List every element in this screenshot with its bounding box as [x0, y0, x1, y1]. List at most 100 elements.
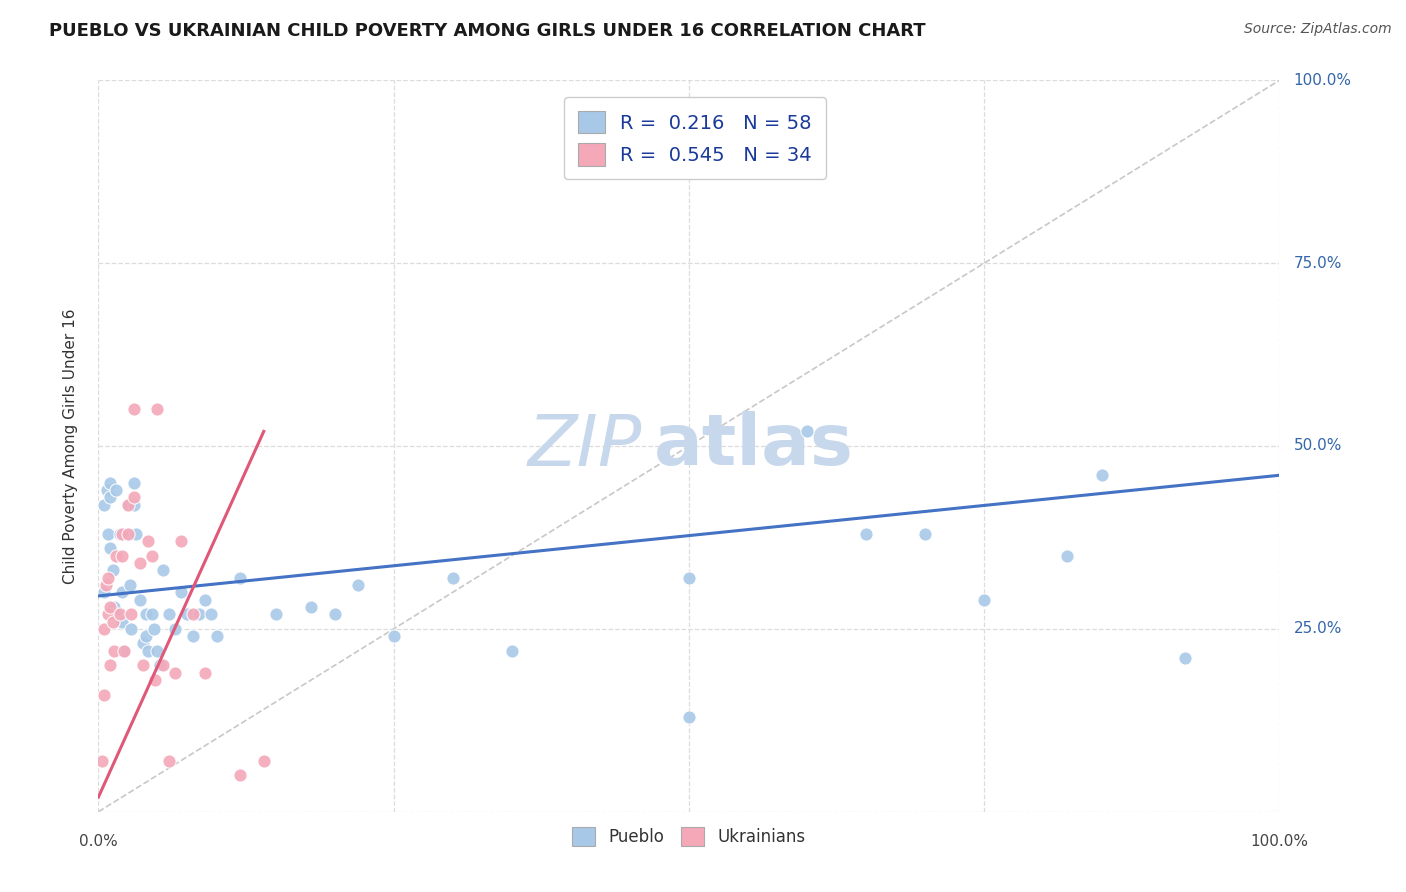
Point	[121, 607, 143, 622]
Point	[157, 754, 180, 768]
Point	[165, 622, 187, 636]
Point	[170, 585, 193, 599]
Point	[112, 644, 135, 658]
Point	[93, 622, 115, 636]
Point	[132, 658, 155, 673]
Point	[105, 549, 128, 563]
Point	[157, 607, 180, 622]
Text: atlas: atlas	[654, 411, 853, 481]
Point	[229, 571, 252, 585]
Point	[98, 658, 121, 673]
Point	[855, 526, 877, 541]
Point	[181, 629, 204, 643]
Point	[96, 483, 118, 497]
Text: Source: ZipAtlas.com: Source: ZipAtlas.com	[1244, 22, 1392, 37]
Point	[122, 475, 145, 490]
Point	[205, 629, 228, 643]
Point	[187, 607, 209, 622]
Legend: Pueblo, Ukrainians: Pueblo, Ukrainians	[564, 819, 814, 855]
Point	[122, 498, 145, 512]
Point	[1091, 468, 1114, 483]
Point	[149, 658, 172, 673]
Point	[441, 571, 464, 585]
Point	[141, 549, 163, 563]
Point	[117, 526, 139, 541]
Point	[103, 599, 125, 614]
Point	[141, 607, 163, 622]
Point	[136, 644, 159, 658]
Point	[914, 526, 936, 541]
Point	[128, 592, 150, 607]
Point	[170, 534, 193, 549]
Point	[101, 563, 124, 577]
Point	[103, 644, 125, 658]
Point	[143, 673, 166, 687]
Text: PUEBLO VS UKRAINIAN CHILD POVERTY AMONG GIRLS UNDER 16 CORRELATION CHART: PUEBLO VS UKRAINIAN CHILD POVERTY AMONG …	[49, 22, 925, 40]
Point	[678, 709, 700, 723]
Point	[108, 607, 131, 622]
Point	[93, 498, 115, 512]
Point	[101, 615, 124, 629]
Point	[165, 665, 187, 680]
Point	[142, 622, 165, 636]
Point	[97, 526, 120, 541]
Point	[112, 644, 135, 658]
Point	[128, 556, 150, 570]
Point	[253, 754, 276, 768]
Point	[111, 526, 134, 541]
Point	[229, 768, 252, 782]
Point	[299, 599, 322, 614]
Point	[194, 665, 217, 680]
Point	[94, 578, 117, 592]
Point	[98, 599, 121, 614]
Point	[135, 607, 157, 622]
Point	[323, 607, 346, 622]
Point	[93, 688, 115, 702]
Point	[796, 425, 818, 439]
Text: 25.0%: 25.0%	[1294, 622, 1341, 636]
Point	[181, 607, 204, 622]
Point	[152, 563, 174, 577]
Point	[93, 585, 115, 599]
Point	[105, 607, 128, 622]
Point	[98, 475, 121, 490]
Point	[120, 578, 142, 592]
Point	[122, 402, 145, 417]
Point	[194, 592, 217, 607]
Point	[382, 629, 405, 643]
Point	[111, 549, 134, 563]
Point	[200, 607, 222, 622]
Point	[121, 622, 143, 636]
Text: 100.0%: 100.0%	[1294, 73, 1351, 87]
Point	[125, 526, 148, 541]
Point	[108, 526, 131, 541]
Point	[176, 607, 198, 622]
Point	[264, 607, 287, 622]
Text: 0.0%: 0.0%	[79, 834, 118, 848]
Point	[973, 592, 995, 607]
Point	[97, 571, 120, 585]
Point	[98, 541, 121, 556]
Text: ZIP: ZIP	[527, 411, 641, 481]
Point	[91, 754, 114, 768]
Point	[1174, 651, 1197, 665]
Point	[111, 585, 134, 599]
Point	[98, 490, 121, 504]
Point	[117, 498, 139, 512]
Point	[122, 490, 145, 504]
Point	[97, 607, 120, 622]
Point	[111, 615, 134, 629]
Point	[146, 402, 169, 417]
Point	[678, 571, 700, 585]
Y-axis label: Child Poverty Among Girls Under 16: Child Poverty Among Girls Under 16	[63, 309, 77, 583]
Point	[1056, 549, 1078, 563]
Text: 75.0%: 75.0%	[1294, 256, 1341, 270]
Text: 100.0%: 100.0%	[1250, 834, 1309, 848]
Text: 50.0%: 50.0%	[1294, 439, 1341, 453]
Point	[105, 483, 128, 497]
Point	[501, 644, 523, 658]
Point	[132, 636, 155, 650]
Point	[152, 658, 174, 673]
Point	[146, 644, 169, 658]
Point	[117, 526, 139, 541]
